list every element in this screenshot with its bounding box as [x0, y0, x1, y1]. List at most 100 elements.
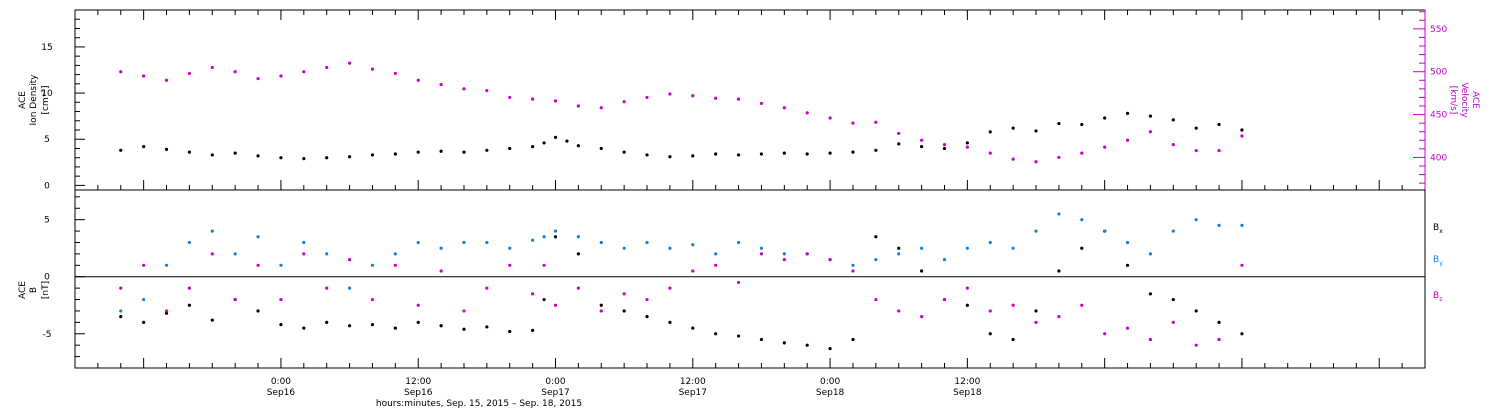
- bz-point: [736, 280, 741, 285]
- density-point: [920, 145, 924, 149]
- bx-point: [576, 252, 580, 256]
- density-point: [393, 152, 397, 156]
- density-point: [508, 146, 512, 151]
- x-tick-label-time: 0:00: [271, 377, 291, 387]
- density-point: [668, 155, 672, 159]
- velocity-point: [1080, 151, 1084, 155]
- by-point: [164, 263, 169, 267]
- by-point: [325, 252, 329, 256]
- y-tick-label-bottom: 5: [44, 216, 50, 226]
- bz-point: [508, 263, 512, 267]
- density-point: [416, 150, 420, 154]
- y-tick-label-right: 450: [1430, 111, 1447, 121]
- by-point: [1125, 240, 1130, 245]
- x-tick-label-date: Sep18: [953, 388, 982, 398]
- by-point: [393, 252, 397, 256]
- bx-point: [965, 303, 969, 307]
- bz-point: [714, 263, 718, 267]
- velocity-point: [714, 96, 718, 100]
- by-point: [531, 238, 535, 242]
- density-point: [210, 153, 214, 157]
- by-point: [1148, 252, 1153, 256]
- by-point: [897, 252, 901, 256]
- density-point: [279, 156, 283, 160]
- bx-point: [210, 318, 214, 322]
- density-point: [714, 152, 718, 156]
- by-point: [256, 235, 260, 239]
- by-point: [599, 240, 603, 245]
- velocity-point: [736, 97, 741, 101]
- y-tick-label-right: 500: [1430, 68, 1447, 78]
- bx-point: [736, 334, 741, 338]
- density-point: [874, 148, 878, 152]
- bottom-panel-marks: [119, 212, 1244, 351]
- x-axis-title: hours:minutes, Sep. 15, 2015 – Sep. 18, …: [376, 399, 582, 409]
- density-point: [897, 142, 901, 146]
- x-tick-label-date: Sep17: [679, 388, 707, 398]
- by-point: [1103, 229, 1107, 233]
- velocity-point: [1171, 142, 1175, 147]
- bx-point: [759, 337, 764, 342]
- by-point: [1057, 212, 1061, 216]
- bx-point: [1034, 309, 1038, 313]
- by-point: [714, 252, 718, 256]
- velocity-point: [782, 106, 786, 110]
- bz-point: [553, 303, 558, 307]
- bx-point: [347, 324, 352, 328]
- top-panel: 0 5 10 15 400 450 500 550 ACE Ion Density [cm⁻³…: [18, 9, 1480, 191]
- density-point: [1194, 126, 1198, 130]
- top-panel-ticks: 0 5 10 15 400 450 500 550: [41, 10, 1447, 191]
- bz-point: [279, 297, 283, 302]
- by-point: [1080, 218, 1084, 222]
- legend: Bx By Bz: [1433, 223, 1443, 303]
- velocity-point: [599, 106, 603, 110]
- velocity-point: [668, 92, 672, 96]
- bz-point: [119, 286, 123, 290]
- bx-point: [1125, 263, 1130, 267]
- by-point: [210, 229, 214, 233]
- velocity-point: [1034, 160, 1038, 164]
- bx-point: [988, 332, 992, 336]
- y-tick-label-left: 5: [44, 135, 50, 145]
- bx-point: [1194, 309, 1198, 313]
- velocity-point: [1217, 148, 1221, 153]
- by-point: [1171, 229, 1175, 233]
- bx-point: [920, 269, 924, 273]
- velocity-point: [988, 151, 992, 155]
- bx-point: [119, 315, 123, 319]
- velocity-point: [576, 104, 580, 108]
- bx-point: [714, 332, 718, 336]
- bx-point: [542, 297, 546, 302]
- by-point: [920, 246, 924, 250]
- density-point: [576, 144, 580, 148]
- velocity-point: [965, 145, 969, 149]
- bottom-panel-frame: [74, 189, 1426, 369]
- velocity-point: [508, 95, 512, 100]
- by-point: [439, 246, 443, 250]
- bz-point: [691, 269, 695, 273]
- bz-point: [1080, 303, 1084, 307]
- bz-point: [622, 292, 626, 296]
- bz-point: [1148, 337, 1153, 342]
- bz-point: [897, 309, 901, 313]
- density-point: [1148, 114, 1153, 118]
- bz-point: [1217, 337, 1221, 342]
- top-right-unit: [km/s]: [1448, 86, 1458, 115]
- by-point: [142, 297, 146, 302]
- bx-point: [256, 309, 260, 313]
- top-right-label-line2: Velocity: [1459, 82, 1469, 118]
- bz-point: [256, 263, 260, 267]
- bz-point: [645, 297, 649, 302]
- density-point: [965, 141, 969, 145]
- bx-point: [782, 341, 786, 345]
- by-point: [759, 246, 764, 250]
- bottom-label-line1: ACE: [18, 281, 28, 299]
- bx-point: [1080, 246, 1084, 250]
- velocity-point: [462, 87, 466, 91]
- by-point: [988, 240, 992, 245]
- by-point: [302, 240, 306, 245]
- velocity-point: [645, 95, 649, 100]
- by-point: [1034, 229, 1038, 233]
- bx-point: [302, 326, 306, 330]
